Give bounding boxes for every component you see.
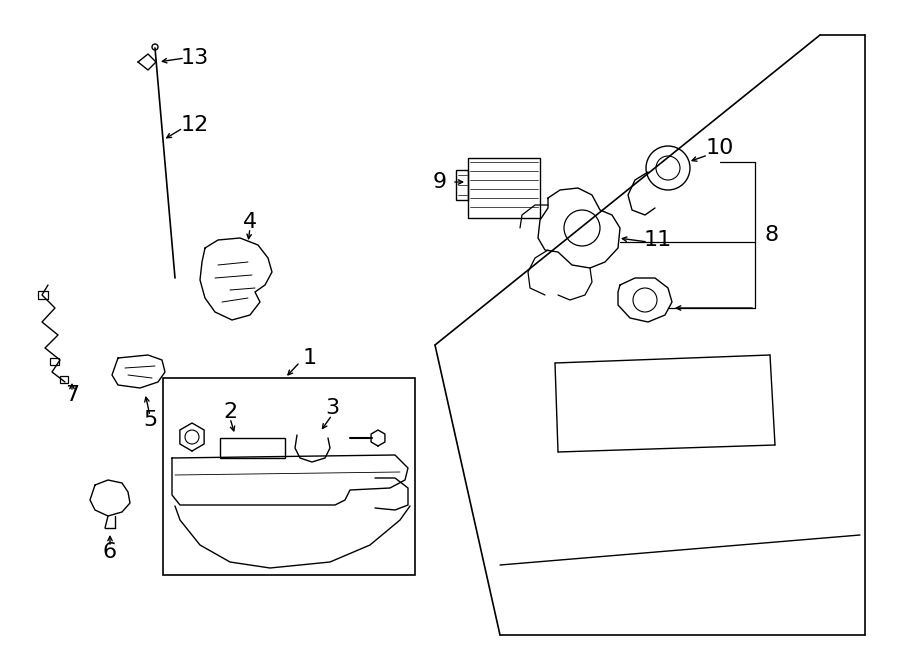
Bar — [60, 376, 68, 383]
Text: 6: 6 — [103, 542, 117, 562]
Text: 13: 13 — [181, 48, 209, 68]
Text: 9: 9 — [433, 172, 447, 192]
Text: 4: 4 — [243, 212, 257, 232]
Bar — [38, 291, 48, 299]
Text: 7: 7 — [65, 385, 79, 405]
Text: 5: 5 — [143, 410, 157, 430]
Text: 12: 12 — [181, 115, 209, 135]
Bar — [220, 438, 285, 458]
Text: 1: 1 — [303, 348, 317, 368]
Text: 10: 10 — [706, 138, 734, 158]
Text: 11: 11 — [644, 230, 672, 250]
Bar — [456, 170, 468, 200]
Bar — [50, 358, 59, 365]
Bar — [163, 378, 415, 575]
Text: 3: 3 — [325, 398, 339, 418]
Text: 2: 2 — [223, 402, 237, 422]
Bar — [468, 158, 540, 218]
Text: 8: 8 — [765, 225, 779, 245]
Circle shape — [152, 44, 158, 50]
